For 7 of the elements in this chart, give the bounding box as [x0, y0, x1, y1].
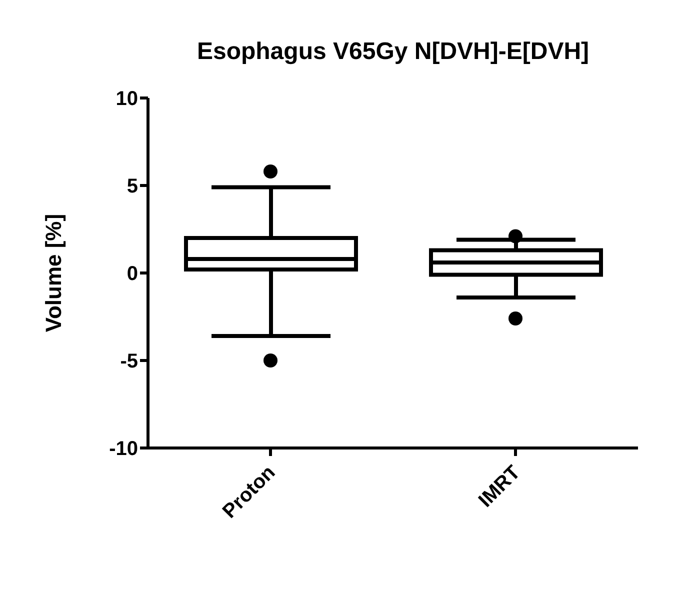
y-tick-label: -5 [120, 350, 138, 373]
y-tick-label: -10 [109, 438, 138, 460]
chart-title: Esophagus V65Gy N[DVH]-E[DVH] [196, 38, 590, 66]
y-axis-title: Volume [%] [40, 214, 66, 332]
y-tick-label: 0 [126, 263, 138, 286]
y-tick-label: 10 [116, 88, 138, 110]
y-tick-label: 5 [126, 176, 138, 198]
